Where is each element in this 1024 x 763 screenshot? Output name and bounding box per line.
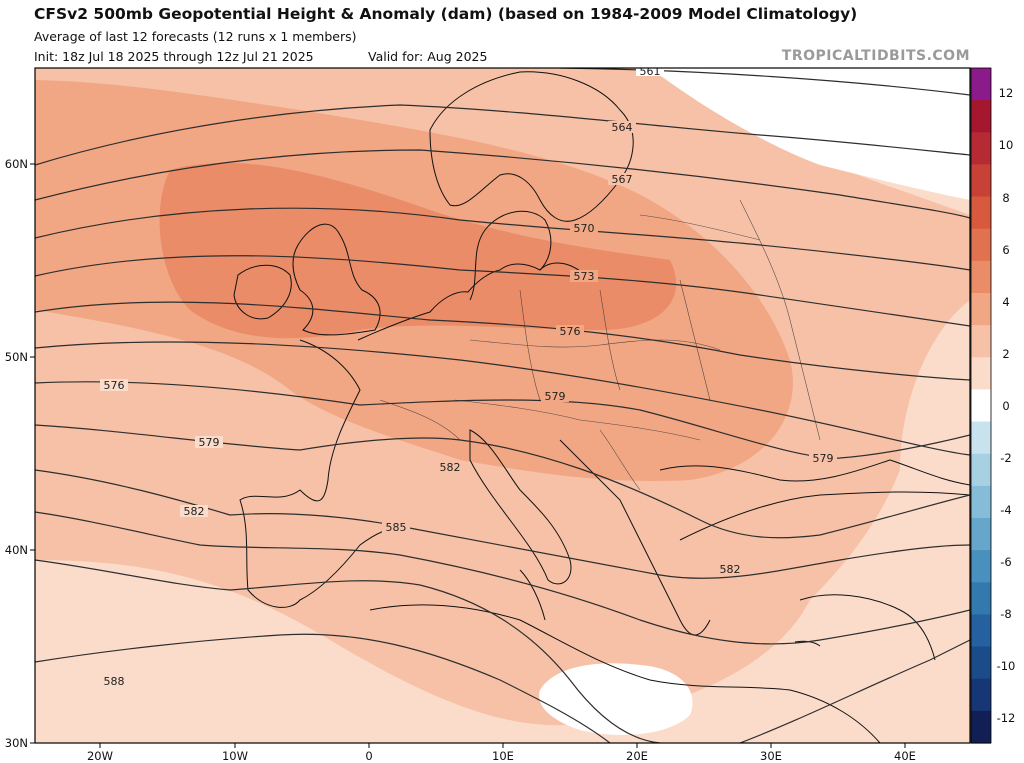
- colorbar-swatch: [971, 710, 991, 744]
- colorbar-tick: -6: [1000, 555, 1011, 569]
- colorbar-swatch: [971, 68, 991, 101]
- contour-label: 585: [386, 521, 407, 534]
- lat-label-60n: 60N: [5, 157, 28, 171]
- colorbar-swatch: [971, 646, 991, 680]
- lon-label-20w: 20W: [87, 749, 113, 763]
- lat-label-30n: 30N: [5, 736, 28, 750]
- contour-576-north: [35, 301, 970, 381]
- contour-588-east: [739, 639, 970, 743]
- colorbar-swatch: [971, 614, 991, 648]
- colorbar-swatch: [971, 678, 991, 712]
- contour-561: [559, 68, 970, 96]
- anomaly-fill-6: [159, 162, 677, 339]
- contour-588: [35, 633, 611, 743]
- lon-label-30e: 30E: [760, 749, 782, 763]
- colorbar-tick: -2: [1000, 451, 1011, 465]
- contour-label: 564: [612, 121, 633, 134]
- lat-label-40n: 40N: [5, 543, 28, 557]
- colorbar-ticks: 12 10 8 6 4 2 0 -2 -4 -6 -8 -10 -12: [997, 86, 1016, 725]
- contour-label: 561: [640, 65, 661, 78]
- latitude-axis: 60N 50N 40N 30N: [5, 157, 35, 750]
- lon-label-20e: 20E: [626, 749, 648, 763]
- contour-label: 582: [440, 461, 461, 474]
- contour-573: [35, 255, 970, 327]
- contour-label: 576: [560, 325, 581, 338]
- colorbar-swatch: [971, 100, 991, 133]
- colorbar-swatch: [971, 293, 991, 326]
- colorbar-swatch: [971, 582, 991, 616]
- contour-579: [35, 381, 970, 459]
- colorbar: [970, 67, 992, 744]
- contour-label: 576: [104, 379, 125, 392]
- colorbar-tick: 12: [999, 86, 1014, 100]
- anomaly-fill-neutral-north: [650, 68, 970, 200]
- coastlines: [233, 71, 970, 743]
- colorbar-swatch: [971, 518, 991, 551]
- colorbar-tick: 8: [1002, 191, 1009, 205]
- colorbar-swatch: [971, 325, 991, 358]
- colorbar-tick: 10: [999, 138, 1014, 152]
- colorbar-tick: -8: [1000, 607, 1011, 621]
- colorbar-tick: -12: [997, 711, 1016, 725]
- colorbar-swatch: [971, 550, 991, 583]
- contour-585: [35, 511, 970, 645]
- contour-label: 588: [104, 675, 125, 688]
- colorbar-swatch: [971, 196, 991, 230]
- contour-585-b: [35, 559, 661, 743]
- contour-570: [35, 207, 970, 271]
- colorbar-swatch: [971, 132, 991, 166]
- colorbar-tick: 4: [1002, 295, 1009, 309]
- colorbar-swatch: [971, 453, 991, 487]
- chart-subtitle: Average of last 12 forecasts (12 runs x …: [34, 29, 357, 44]
- colorbar-swatch: [971, 164, 991, 198]
- colorbar-tick: -4: [1000, 503, 1011, 517]
- contour-567: [35, 149, 970, 219]
- contour-label: 582: [184, 505, 205, 518]
- lon-label-40e: 40E: [894, 749, 916, 763]
- colorbar-swatch: [971, 260, 991, 294]
- valid-time: Valid for: Aug 2025: [368, 49, 488, 64]
- height-contours: [35, 68, 970, 743]
- contour-576-south: [35, 341, 970, 456]
- lon-label-0: 0: [365, 749, 372, 763]
- contour-label: 579: [813, 452, 834, 465]
- lon-label-10e: 10E: [492, 749, 514, 763]
- longitude-axis: 20W 10W 0 10E 20E 30E 40E: [87, 743, 916, 763]
- lat-label-50n: 50N: [5, 350, 28, 364]
- contour-582: [35, 424, 970, 539]
- colorbar-tick: 6: [1002, 243, 1009, 257]
- colorbar-swatch: [971, 421, 991, 455]
- colorbar-swatch: [971, 485, 991, 519]
- colorbar-swatch: [971, 389, 991, 423]
- colorbar-swatch: [971, 228, 991, 262]
- colorbar-frame: [970, 67, 992, 744]
- contour-label: 579: [199, 436, 220, 449]
- init-time: Init: 18z Jul 18 2025 through 12z Jul 21…: [34, 49, 314, 64]
- colorbar-tick: 0: [1002, 399, 1009, 413]
- colorbar-swatch: [971, 357, 991, 391]
- site-credit: TROPICALTIDBITS.COM: [781, 48, 970, 64]
- contour-label: 573: [574, 270, 595, 283]
- chart-title: CFSv2 500mb Geopotential Height & Anomal…: [34, 5, 858, 23]
- lon-label-10w: 10W: [222, 749, 248, 763]
- contour-labels: 561 564 567 570 573 576 576 579 579 579 …: [100, 65, 837, 688]
- country-borders: [379, 199, 821, 491]
- contour-label: 567: [612, 173, 633, 186]
- contour-label: 579: [545, 390, 566, 403]
- contour-564: [35, 104, 970, 166]
- colorbar-tick: 2: [1002, 347, 1009, 361]
- colorbar-tick: -10: [997, 659, 1016, 673]
- contour-label: 582: [720, 563, 741, 576]
- contour-label: 570: [574, 222, 595, 235]
